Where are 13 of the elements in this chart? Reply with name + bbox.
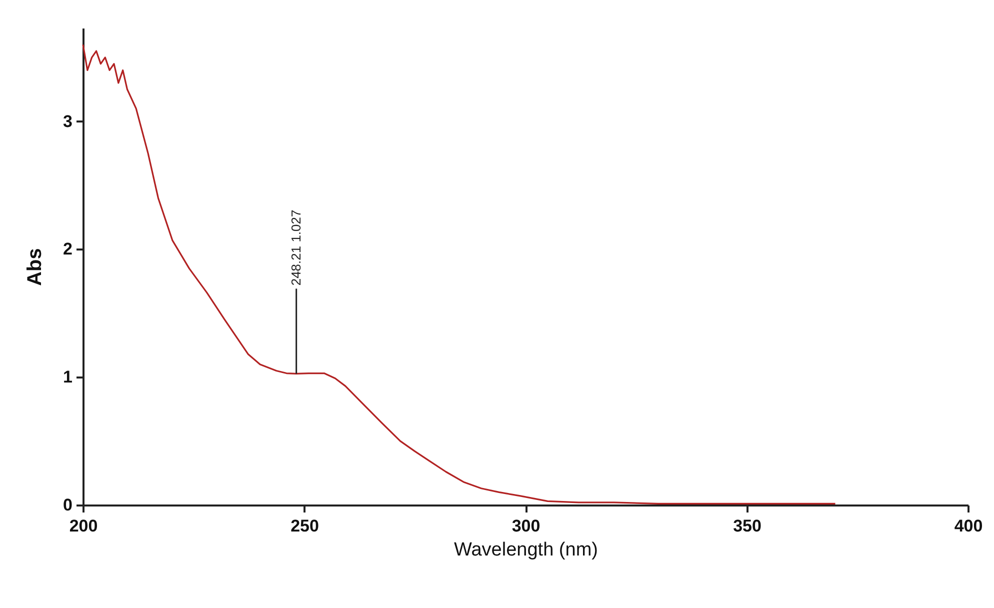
x-tick-label: 250 <box>290 516 319 536</box>
y-tick-label: 3 <box>63 112 72 131</box>
line-series <box>82 44 836 505</box>
y-tick-label: 0 <box>63 496 72 514</box>
y-tick-label: 1 <box>63 368 72 387</box>
x-tick-label: 350 <box>733 516 762 536</box>
y-tick-label: 2 <box>63 240 72 259</box>
annotation: 248.21 1.027 <box>288 210 304 286</box>
x-tick-label: 200 <box>69 516 98 536</box>
x-tick-label: 400 <box>954 516 983 536</box>
x-axis-title: Wavelength (nm) <box>454 540 598 560</box>
y-axis-title: Abs <box>24 248 46 286</box>
x-tick-label: 300 <box>512 516 540 536</box>
